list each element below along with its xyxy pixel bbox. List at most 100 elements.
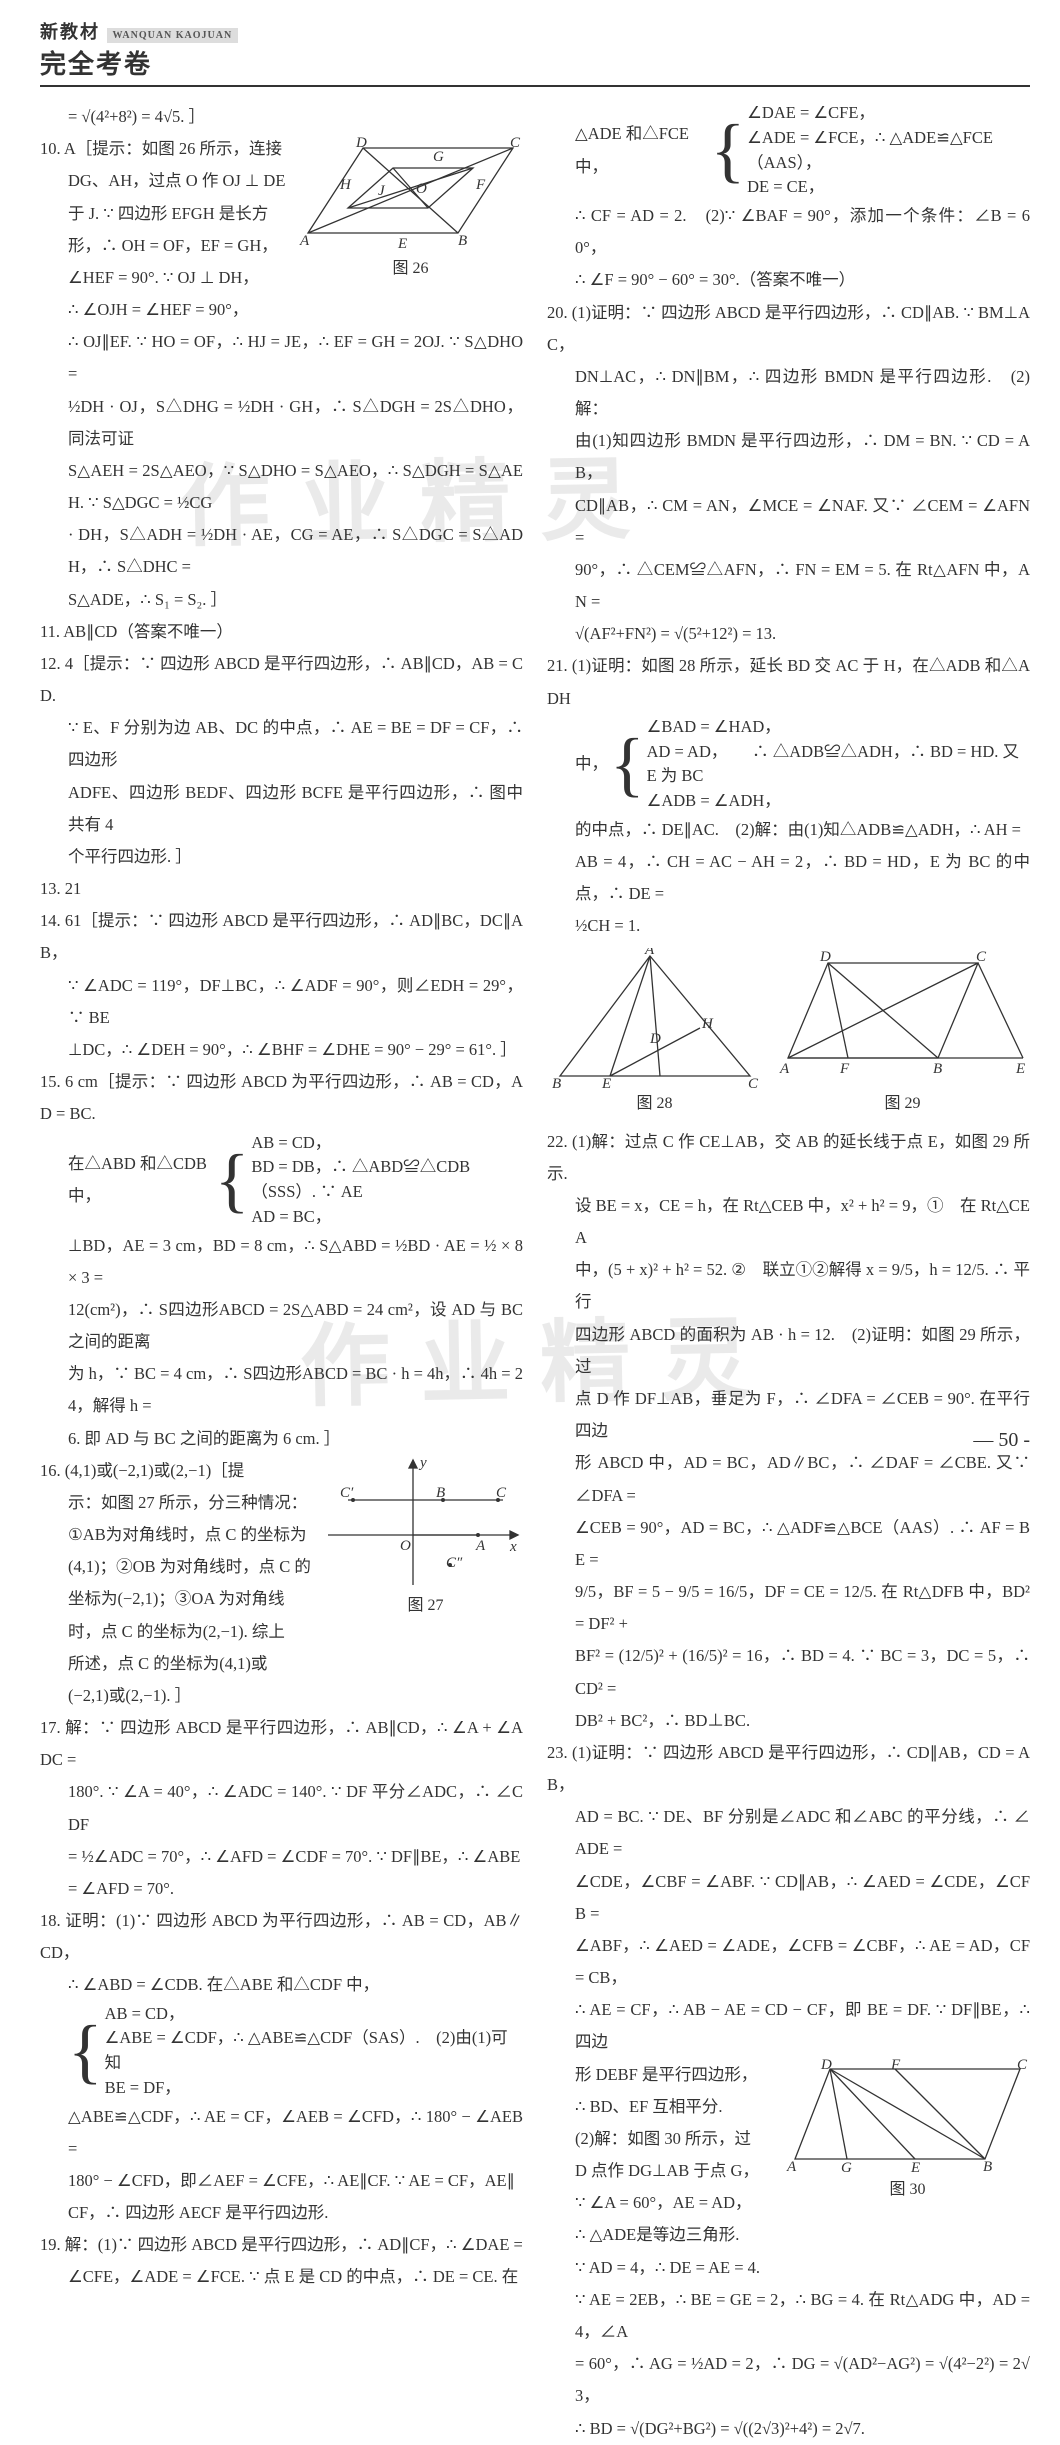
svg-text:E: E — [910, 2160, 920, 2174]
content-columns: = √(4²+8²) = 4√5. ］ A B C D E — [40, 101, 1030, 2445]
line: AB = CD， — [251, 1133, 331, 1152]
svg-text:B: B — [933, 1061, 942, 1077]
line: DN⊥AC，∴ DN∥BM，∴ 四边形 BMDN 是平行四边形. (2)解： — [547, 361, 1030, 425]
line: ⊥DC，∴ ∠DEH = 90°，∴ ∠BHF = ∠DHE = 90° − 2… — [40, 1034, 523, 1066]
line: 90°，∴ △CEM≌△AFN，∴ FN = EM = 5. 在 Rt△AFN … — [547, 554, 1030, 618]
line: BF² = (12/5)² + (16/5)² = 16，∴ BD = 4. ∵… — [547, 1640, 1030, 1704]
line: AD = BC， — [251, 1207, 331, 1226]
line: 为 h，∵ BC = 4 cm，∴ S四边形ABCD = BC · h = 4h… — [40, 1358, 523, 1422]
line: 22. (1)解：过点 C 作 CE⊥AB，交 AB 的延长线于点 E，如图 2… — [547, 1126, 1030, 1190]
line: ∵ AD = 4，∴ DE = AE = 4. — [547, 2252, 1030, 2284]
svg-text:F: F — [839, 1061, 850, 1077]
line: △ADE 和△FCE 中， — [575, 118, 709, 182]
line: ⊥BD，AE = 3 cm，BD = 8 cm，∴ S△ABD = ½BD · … — [40, 1230, 523, 1294]
svg-text:O: O — [400, 1538, 411, 1554]
fig29-caption: 图 29 — [778, 1088, 1028, 1119]
brand-badge: WANQUAN KAOJUAN — [107, 28, 239, 43]
svg-text:E: E — [1015, 1061, 1025, 1077]
line: ∠DAE = ∠CFE， — [747, 103, 875, 122]
line: 17. 解：∵ 四边形 ABCD 是平行四边形，∴ AB∥CD，∴ ∠A + ∠… — [40, 1712, 523, 1776]
figure-28-29-row: A B C D E H 图 28 — [547, 948, 1030, 1119]
svg-text:x: x — [509, 1539, 517, 1555]
line: ADFE、四边形 BEDF、四边形 BCFE 是平行四边形，∴ 图中共有 4 — [40, 777, 523, 841]
line: 个平行四边形. ］ — [40, 841, 523, 873]
line: ∠ADE = ∠FCE，∴ △ADE≌△FCE（AAS）， — [747, 128, 993, 172]
fig28-caption: 图 28 — [550, 1088, 760, 1119]
brand-top: 新教材 — [40, 22, 100, 42]
svg-text:y: y — [418, 1455, 427, 1471]
line: 15. 6 cm［提示：∵ 四边形 ABCD 为平行四边形，∴ AB = CD，… — [40, 1066, 523, 1130]
line: AD = BC. ∵ DE、BF 分别是∠ADC 和∠ABC 的平分线，∴ ∠A… — [547, 1801, 1030, 1865]
line: 所述，点 C 的坐标为(4,1)或 — [40, 1648, 523, 1680]
svg-text:A: A — [644, 948, 655, 958]
line: ∴ ∠OJH = ∠HEF = 90°， — [40, 294, 523, 326]
line: √(AF²+FN²) = √(5²+12²) = 13. — [547, 618, 1030, 650]
line: 12. 4［提示：∵ 四边形 ABCD 是平行四边形，∴ AB∥CD，AB = … — [40, 648, 523, 712]
left-brace-icon: { — [215, 1166, 250, 1195]
line: 180°. ∵ ∠A = 40°，∴ ∠ADC = 140°. ∵ DF 平分∠… — [40, 1776, 523, 1840]
line: = 60°，∴ AG = ½AD = 2，∴ DG = √(AD²−AG²) =… — [547, 2348, 1030, 2412]
svg-text:D: D — [819, 949, 831, 965]
line: 18. 证明：(1)∵ 四边形 ABCD 为平行四边形，∴ AB = CD，AB… — [40, 1905, 523, 1969]
line: ∠BAD = ∠HAD， — [647, 717, 781, 736]
fig29-svg: A B C D E F — [778, 948, 1028, 1088]
line: ∴ ∠F = 90° − 60° = 30°.（答案不唯一） — [547, 264, 1030, 296]
line: AD = AD， ∴ △ADB≌△ADH，∴ BD = HD. 又 E 为 BC — [647, 742, 1019, 786]
line: △ABE≌△CDF，∴ AE = CF，∠AEB = ∠CFD，∴ 180° −… — [40, 2101, 523, 2165]
line: ∵ E、F 分别为边 AB、DC 的中点，∴ AE = BE = DF = CF… — [40, 712, 523, 776]
fig30-svg: A B C D E F G — [785, 2059, 1030, 2174]
line: BD = DB，∴ △ABD≌△CDB（SSS）. ∵ AE — [251, 1157, 470, 1201]
brace-group-21: 中， { ∠BAD = ∠HAD， AD = AD， ∴ △ADB≌△ADH，∴… — [547, 715, 1030, 814]
line: 12(cm²)，∴ S四边形ABCD = 2S△ABD = 24 cm²，设 A… — [40, 1294, 523, 1358]
svg-text:C″: C″ — [446, 1555, 463, 1571]
brace-group-19: △ADE 和△FCE 中， { ∠DAE = ∠CFE， ∠ADE = ∠FCE… — [547, 101, 1030, 200]
line: 由(1)知四边形 BMDN 是平行四边形，∴ DM = BN. ∵ CD = A… — [547, 425, 1030, 489]
line: 点 D 作 DF⊥AB，垂足为 F，∴ ∠DFA = ∠CEB = 90°. 在… — [547, 1383, 1030, 1447]
line: ∠ABE = ∠CDF，∴ △ABE≌△CDF（SAS）. (2)由(1)可知 — [105, 2028, 508, 2072]
figure-30: A B C D E F G 图 30 — [785, 2059, 1030, 2205]
svg-text:O: O — [416, 181, 427, 197]
fig26-svg: A B C D E F G H J O — [298, 133, 523, 253]
line: = ∠AFD = 70°. — [40, 1873, 523, 1905]
svg-text:H: H — [339, 177, 352, 193]
line: 中，(5 + x)² + h² = 52. ② 联立①②解得 x = 9/5，h… — [547, 1254, 1030, 1318]
line: ∠CEB = 90°，AD = BC，∴ △ADF≌△BCE（AAS）. ∴ A… — [547, 1512, 1030, 1576]
line: 9/5，BF = 5 − 9/5 = 16/5，DF = CE = 12/5. … — [547, 1576, 1030, 1640]
line: ∴ BD = √(DG²+BG²) = √((2√3)²+4²) = 2√7. — [547, 2413, 1030, 2445]
line: S△AEH = 2S△AEO，∵ S△DHO = S△AEO，∴ S△DGH =… — [40, 455, 523, 519]
line: ∵ ∠ADC = 119°，DF⊥BC，∴ ∠ADF = 90°，则∠EDH =… — [40, 970, 523, 1034]
line: (−2,1)或(2,−1). ］ — [40, 1680, 523, 1712]
svg-text:F: F — [475, 177, 486, 193]
svg-text:H: H — [701, 1016, 714, 1032]
svg-text:D: D — [820, 2059, 832, 2073]
line: AB = CD， — [105, 2004, 185, 2023]
line: 中， — [575, 748, 608, 780]
brace-group-18: { AB = CD， ∠ABE = ∠CDF，∴ △ABE≌△CDF（SAS）.… — [40, 2002, 523, 2101]
line: AB = 4，∴ CH = AC − AH = 2，∴ BD = HD，E 为 … — [547, 846, 1030, 910]
line: 23. (1)证明：∵ 四边形 ABCD 是平行四边形，∴ CD∥AB，CD =… — [547, 1737, 1030, 1801]
line: = √(4²+8²) = 4√5. ］ — [40, 101, 523, 133]
line: 设 BE = x，CE = h，在 Rt△CEB 中，x² + h² = 9，①… — [547, 1190, 1030, 1254]
svg-text:E: E — [601, 1076, 611, 1088]
line: S△ADE，∴ S₁ = S₂. ］ — [40, 584, 523, 616]
brand-main: 完全考卷 — [40, 44, 238, 81]
left-brace-icon: { — [610, 750, 645, 779]
line: 14. 61［提示：∵ 四边形 ABCD 是平行四边形，∴ AD∥BC，DC∥A… — [40, 905, 523, 969]
line: DB² + BC²，∴ BD⊥BC. — [547, 1705, 1030, 1737]
line: 21. (1)证明：如图 28 所示，延长 BD 交 AC 于 H，在△ADB … — [547, 650, 1030, 714]
line: 的中点，∴ DE∥AC. (2)解：由(1)知△ADB≌△ADH，∴ AH = — [547, 814, 1030, 846]
line: = ½∠ADC = 70°，∴ ∠AFD = ∠CDF = 70°. ∵ DF∥… — [40, 1841, 523, 1873]
line: CF，∴ 四边形 AECF 是平行四边形. — [40, 2197, 523, 2229]
line: ∠ABF，∴ ∠AED = ∠ADE，∠CFB = ∠CBF，∴ AE = AD… — [547, 1930, 1030, 1994]
fig28-svg: A B C D E H — [550, 948, 760, 1088]
svg-text:B: B — [983, 2159, 992, 2174]
svg-text:G: G — [433, 149, 444, 165]
svg-text:B: B — [458, 233, 467, 249]
line: ½CH = 1. — [547, 910, 1030, 942]
line: 11. AB∥CD（答案不唯一） — [40, 616, 523, 648]
right-column: △ADE 和△FCE 中， { ∠DAE = ∠CFE， ∠ADE = ∠FCE… — [547, 101, 1030, 2445]
figure-29: A B C D E F 图 29 — [778, 948, 1028, 1119]
line: ∠ADB = ∠ADH， — [647, 791, 781, 810]
line: ∵ AE = 2EB，∴ BE = GE = 2，∴ BG = 4. 在 Rt△… — [547, 2284, 1030, 2348]
line: 四边形 ABCD 的面积为 AB · h = 12. (2)证明：如图 29 所… — [547, 1319, 1030, 1383]
